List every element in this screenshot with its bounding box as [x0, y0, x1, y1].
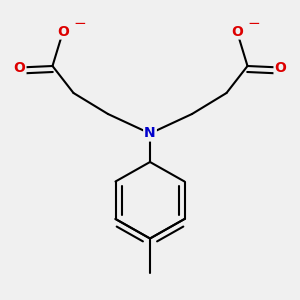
Text: N: N [144, 127, 156, 140]
Text: O: O [231, 25, 243, 38]
Text: −: − [247, 16, 260, 32]
Text: O: O [14, 61, 26, 74]
Text: −: − [73, 16, 86, 32]
Text: O: O [57, 25, 69, 38]
Text: O: O [274, 61, 286, 74]
